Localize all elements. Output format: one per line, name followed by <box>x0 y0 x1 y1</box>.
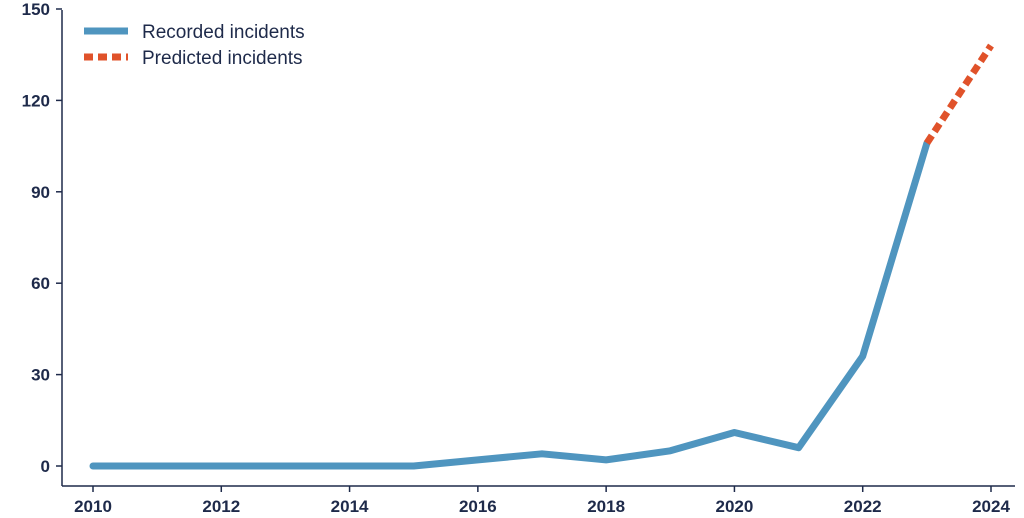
x-tick-label: 2018 <box>587 497 625 516</box>
x-tick-label: 2012 <box>202 497 240 516</box>
x-tick-label: 2022 <box>844 497 882 516</box>
x-axis-ticks: 2010 2012 2014 2016 2018 2020 2022 2024 <box>74 486 1010 516</box>
x-tick-label: 2016 <box>459 497 497 516</box>
legend-label: Predicted incidents <box>142 48 303 69</box>
y-tick-label: 90 <box>31 183 50 202</box>
y-axis-ticks: 0 30 60 90 120 150 <box>22 0 62 476</box>
legend-label: Recorded incidents <box>142 22 305 43</box>
y-tick-label: 120 <box>22 91 50 110</box>
x-tick-label: 2024 <box>972 497 1010 516</box>
x-tick-label: 2014 <box>331 497 369 516</box>
y-tick-label: 0 <box>41 457 50 476</box>
series-layer <box>89 43 994 470</box>
x-tick-label: 2020 <box>716 497 754 516</box>
y-tick-label: 60 <box>31 274 50 293</box>
axes <box>61 10 1015 487</box>
y-tick-label: 150 <box>22 0 50 19</box>
series-line-predicted-incidents <box>923 43 994 146</box>
legend: Recorded incidents Predicted incidents <box>84 22 305 69</box>
y-tick-label: 30 <box>31 366 50 385</box>
x-tick-label: 2010 <box>74 497 112 516</box>
series-line-recorded-incidents <box>89 139 931 470</box>
